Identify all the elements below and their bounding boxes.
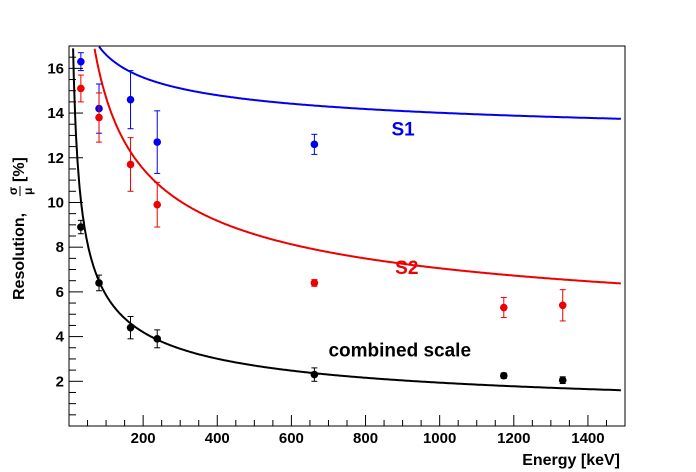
data-point-1 bbox=[559, 301, 567, 309]
fit-curve-0 bbox=[99, 47, 621, 119]
data-point-1 bbox=[95, 114, 103, 122]
data-point-2 bbox=[127, 324, 135, 332]
x-tick-label: 200 bbox=[131, 430, 156, 447]
series-label: S2 bbox=[395, 258, 418, 279]
data-point-0 bbox=[127, 96, 135, 104]
data-point-0 bbox=[77, 58, 85, 66]
y-axis-title-prefix: Resolution, bbox=[11, 213, 28, 300]
x-tick-label: 1400 bbox=[571, 430, 604, 447]
data-point-1 bbox=[77, 85, 85, 93]
data-point-2 bbox=[311, 371, 319, 379]
x-tick-label: 800 bbox=[353, 430, 378, 447]
y-tick-label: 2 bbox=[56, 373, 64, 390]
series-labels: S1 S2 combined scale bbox=[328, 119, 471, 361]
data-point-0 bbox=[311, 141, 319, 149]
data-point-1 bbox=[500, 304, 508, 312]
data-point-2 bbox=[500, 372, 508, 380]
data-point-2 bbox=[559, 376, 567, 384]
y-axis-title: Resolution, σ μ [%] bbox=[6, 157, 35, 300]
data-point-1 bbox=[311, 279, 319, 287]
data-point-2 bbox=[153, 335, 161, 343]
x-tick-label: 1000 bbox=[423, 430, 456, 447]
y-axis-title-sigma: σ bbox=[6, 187, 20, 195]
fit-curve-1 bbox=[95, 49, 621, 284]
data-point-2 bbox=[77, 223, 85, 231]
series-label: S1 bbox=[391, 119, 415, 140]
x-tick-label: 600 bbox=[279, 430, 304, 447]
y-tick-label: 4 bbox=[56, 329, 65, 346]
y-tick-label: 10 bbox=[47, 194, 64, 211]
x-tick-label: 1200 bbox=[497, 430, 530, 447]
y-axis-title-suffix: [%] bbox=[11, 157, 28, 182]
y-tick-label: 12 bbox=[47, 150, 64, 167]
series-label: combined scale bbox=[328, 341, 471, 362]
plot-frame bbox=[69, 46, 625, 426]
data-point-0 bbox=[153, 138, 161, 146]
data-points bbox=[77, 53, 566, 384]
x-tick-label: 400 bbox=[205, 430, 230, 447]
y-axis-title-mu: μ bbox=[21, 188, 35, 195]
y-tick-label: 14 bbox=[47, 105, 64, 122]
x-axis-title: Energy [keV] bbox=[522, 452, 620, 469]
data-point-1 bbox=[153, 201, 161, 209]
y-tick-label: 6 bbox=[56, 284, 64, 301]
svg-text:Resolution,: Resolution, bbox=[11, 213, 28, 300]
data-point-1 bbox=[127, 161, 135, 169]
data-point-2 bbox=[95, 279, 103, 287]
y-tick-label: 8 bbox=[56, 239, 64, 256]
y-tick-label: 16 bbox=[47, 60, 64, 77]
